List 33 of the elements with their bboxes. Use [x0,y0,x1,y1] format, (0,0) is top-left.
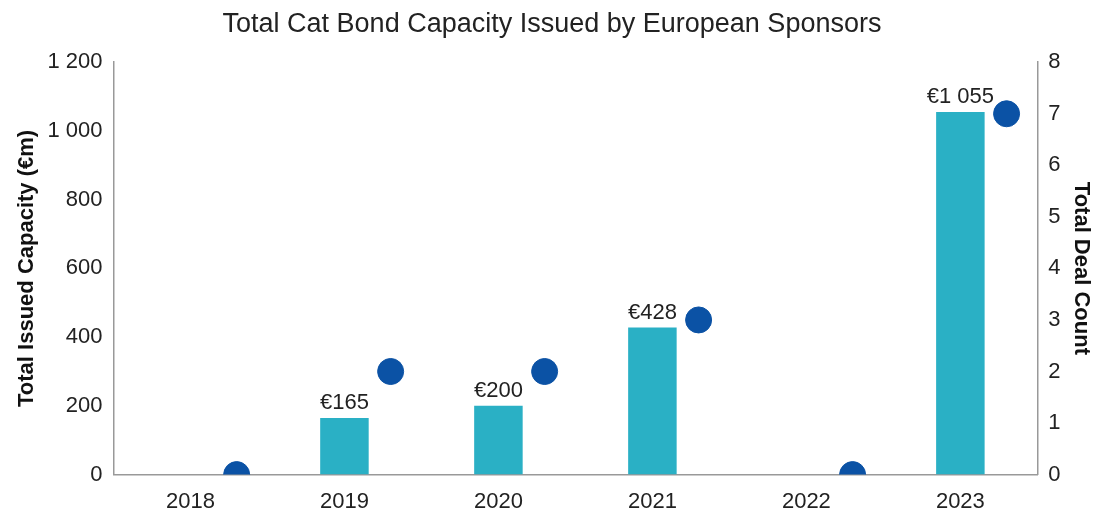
data-label: €1 055 [926,83,995,109]
y-tick-label: 0 [90,460,103,486]
y-tick-label: 200 [65,391,103,417]
x-tick-label: 2021 [627,487,677,513]
y2-tick-label: 2 [1048,357,1061,383]
data-label: €428 [627,298,677,324]
x-tick-label: 2022 [781,487,831,513]
bar [474,405,523,475]
y2-tick-label: 1 [1048,409,1061,435]
bar [628,327,677,475]
y-tick-label: 1 200 [47,48,103,74]
y-tick-label: 1 000 [47,117,103,142]
y2-tick-label: 3 [1048,306,1061,332]
y2-tick-label: 6 [1048,151,1061,177]
y2-tick-label: 5 [1048,202,1061,228]
y2-tick-label: 7 [1048,99,1061,125]
x-tick-label: 2023 [935,487,985,513]
y-tick-label: 600 [65,254,103,280]
y-tick-label: 400 [65,323,103,349]
y-axis-title: Total Issued Capacity (€m) [13,129,39,407]
y-tick-label: 800 [65,185,103,211]
bar [936,112,985,475]
y2-tick-label: 4 [1048,254,1061,280]
y2-tick-label: 8 [1048,48,1061,74]
data-label: €165 [319,388,369,414]
bar [320,417,369,475]
chart-title: Total Cat Bond Capacity Issued by European Sponsors [221,8,883,40]
x-tick-label: 2018 [165,487,215,513]
x-tick-label: 2019 [319,487,369,513]
y2-axis-title: Total Deal Count [1069,181,1095,356]
y2-tick-label: 0 [1048,460,1061,486]
data-label: €200 [473,376,523,402]
x-tick-label: 2020 [473,487,523,513]
